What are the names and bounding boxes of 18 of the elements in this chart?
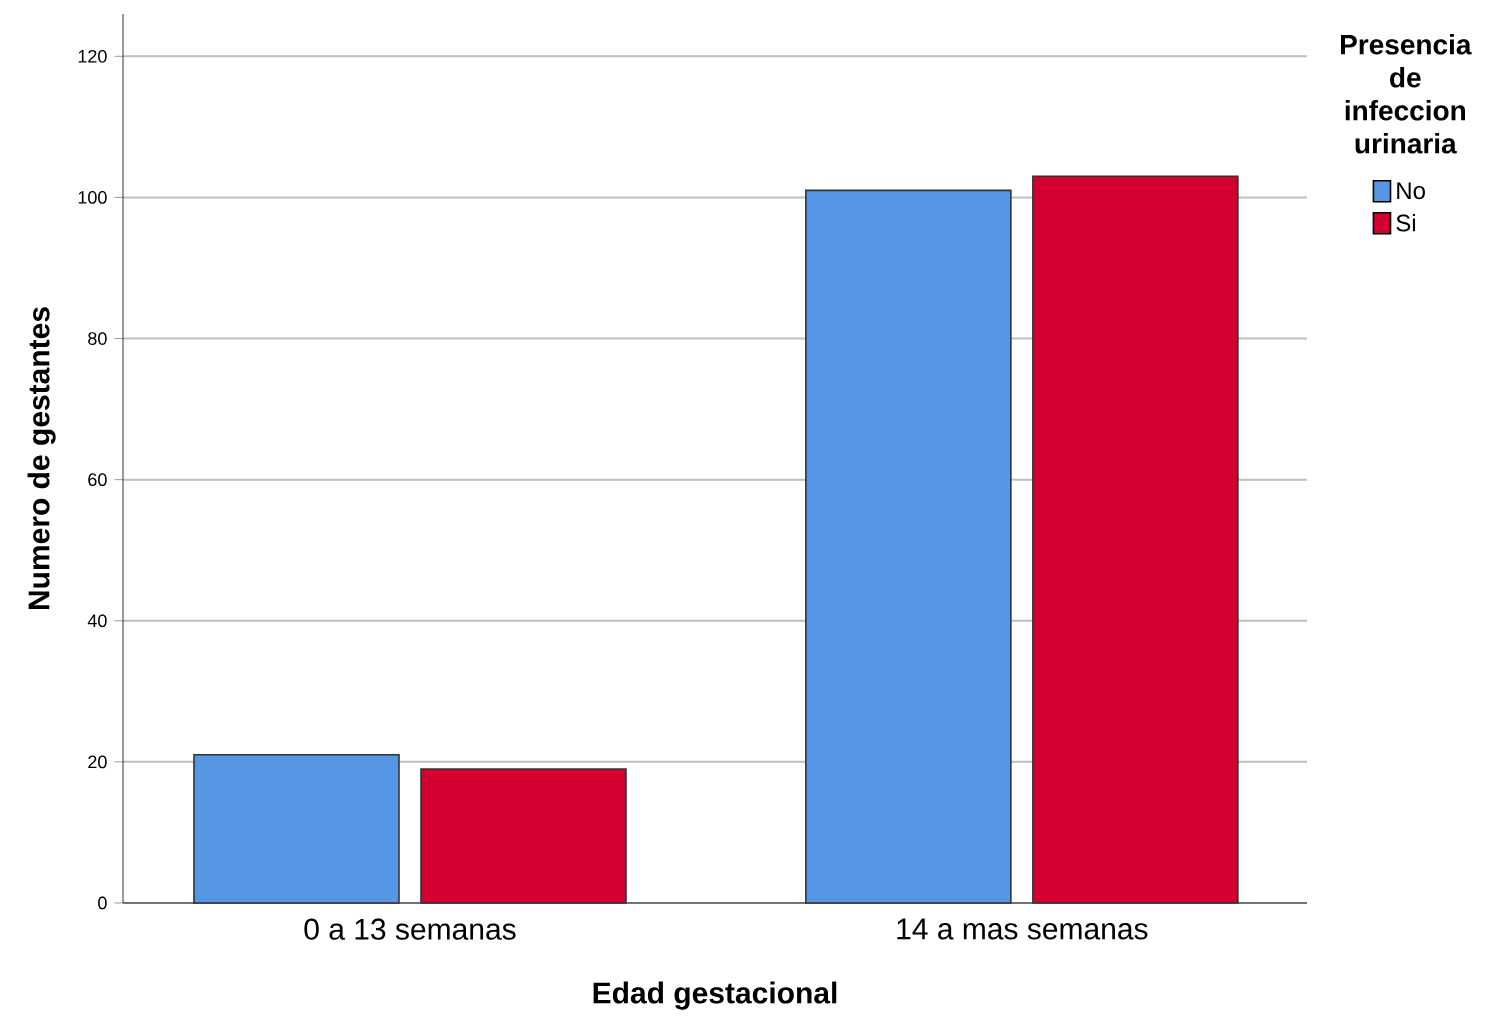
x-axis-title: Edad gestacional	[593, 981, 837, 1010]
x-tick-label: 0 a 13 semanas	[304, 918, 516, 940]
x-tick-label: 14 a mas semanas	[897, 918, 1148, 940]
y-tick-label: 40	[87, 614, 107, 628]
y-tick-label: 120	[78, 49, 107, 63]
y-tick-label: 0	[98, 896, 107, 910]
bar	[193, 754, 400, 904]
y-tick-label: 100	[78, 191, 107, 204]
y-axis-title: Numero de gestantes	[27, 307, 56, 610]
legend-title: Presencia de infeccion urinaria	[1341, 34, 1472, 154]
bar	[1032, 175, 1239, 904]
y-tick-label: 60	[88, 473, 107, 487]
bar	[420, 768, 627, 904]
legend-label: No	[1397, 182, 1425, 200]
y-tick-label: 80	[88, 332, 107, 345]
legend-label: Si	[1396, 213, 1415, 232]
y-tick-label: 20	[88, 755, 107, 769]
bar	[805, 189, 1012, 904]
